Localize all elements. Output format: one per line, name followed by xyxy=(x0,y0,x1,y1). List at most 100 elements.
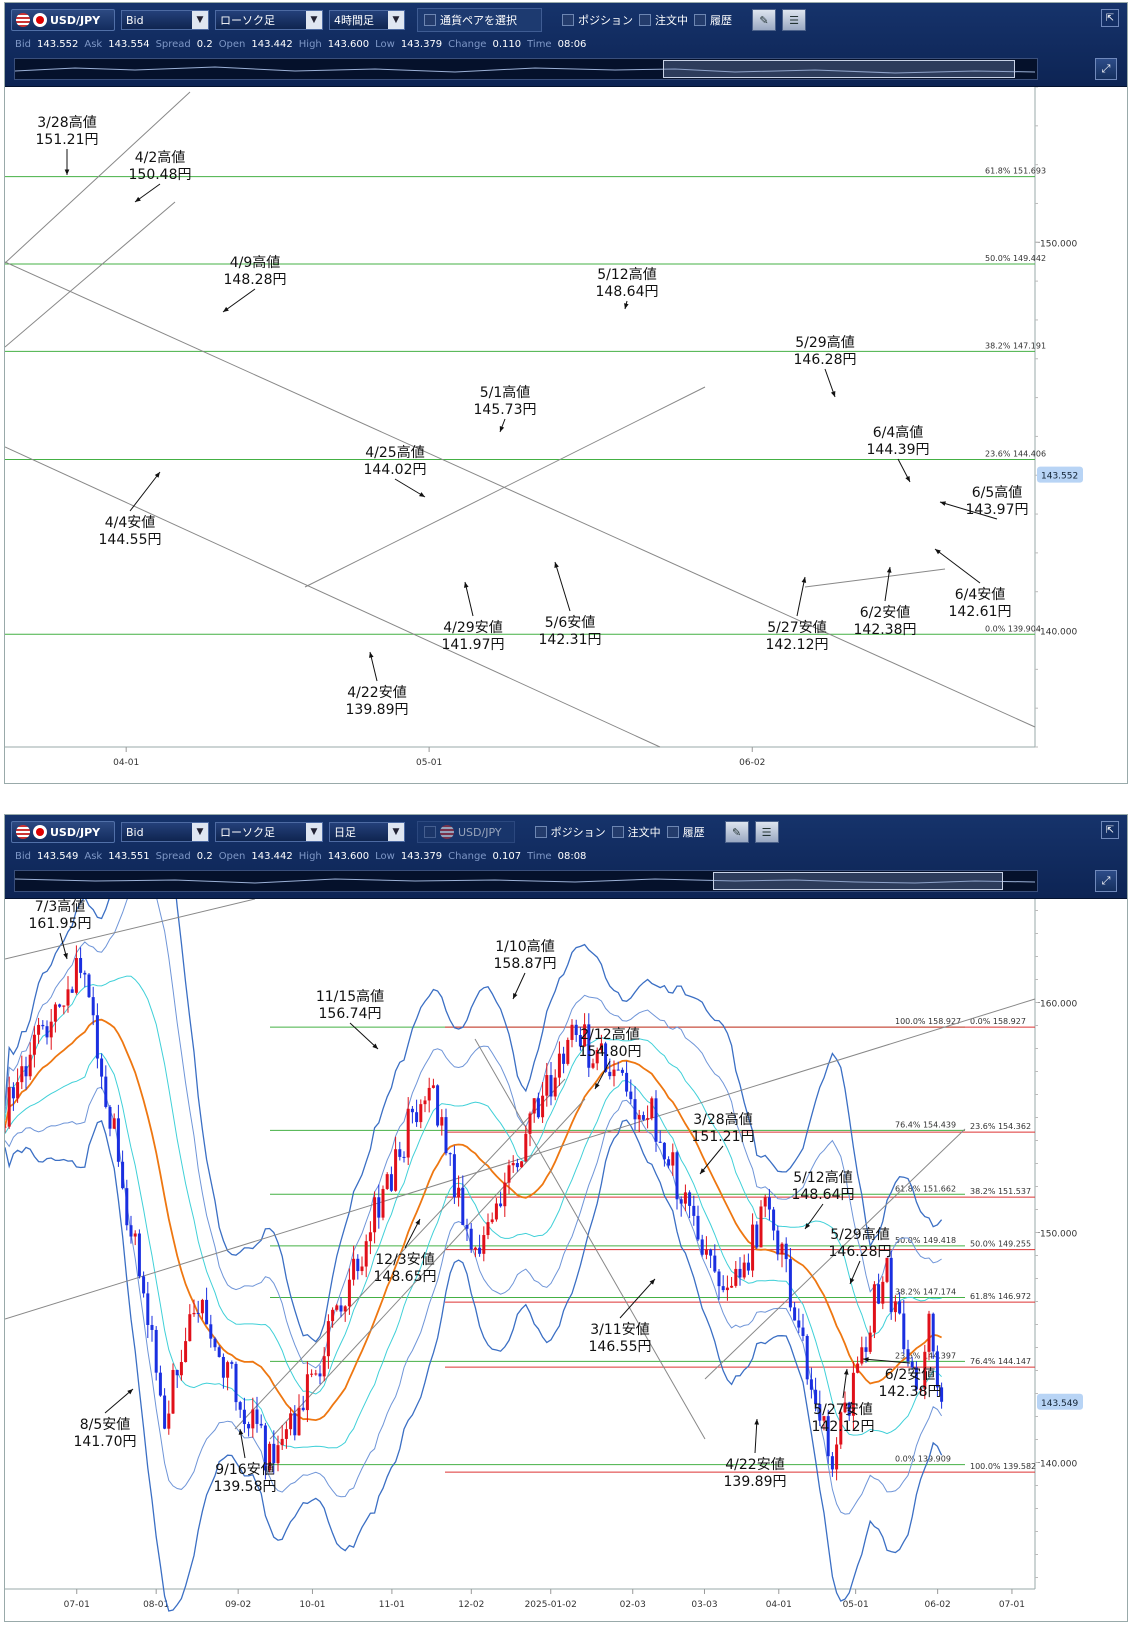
candle-body xyxy=(410,1108,414,1113)
candle-body xyxy=(116,1118,120,1162)
candle-body xyxy=(171,1369,175,1414)
candle-body xyxy=(251,1409,255,1429)
navigator-handle[interactable] xyxy=(663,60,1015,78)
navigator-handle[interactable] xyxy=(713,872,1003,890)
annotation-date: 5/12高値 xyxy=(597,266,656,283)
bollinger-upper-2 xyxy=(5,899,942,1369)
zoom-fit-icon[interactable]: ⤢ xyxy=(1095,870,1117,892)
candle-body xyxy=(591,1063,595,1068)
candle-body xyxy=(66,989,70,1006)
candle-body xyxy=(847,1402,851,1416)
history-checkbox[interactable] xyxy=(666,826,679,838)
candle-body xyxy=(902,1313,906,1350)
annotation-date: 6/4安値 xyxy=(955,587,1006,603)
candle-body xyxy=(423,1100,427,1105)
candle-body xyxy=(45,1026,49,1038)
pair-selector[interactable]: USD/JPY xyxy=(11,9,115,31)
annotation-date: 1/10高値 xyxy=(495,938,554,955)
orders-checkbox[interactable] xyxy=(639,14,651,26)
candle-body xyxy=(562,1053,566,1064)
spread-value: 0.2 xyxy=(196,851,213,862)
candle-body xyxy=(751,1224,755,1271)
candle-body xyxy=(238,1402,242,1410)
annotation-arrowhead xyxy=(154,472,160,478)
candle-body xyxy=(272,1443,276,1464)
collapse-icon[interactable]: ⇱ xyxy=(1101,9,1119,27)
candle-body xyxy=(179,1362,183,1376)
candle-body xyxy=(734,1268,738,1286)
candle-body xyxy=(625,1072,629,1092)
toggle-history[interactable]: 履歴 xyxy=(666,824,705,840)
annotation-arrowhead xyxy=(754,1419,760,1425)
candle-body xyxy=(28,1054,32,1077)
annotation-date: 5/6安値 xyxy=(545,615,596,631)
candle-body xyxy=(221,1356,225,1378)
select-pair-button[interactable]: 通貨ペアを選択 xyxy=(417,8,542,32)
pair-selector[interactable]: USD/JPY xyxy=(11,821,115,843)
candle-body xyxy=(87,974,91,998)
toggle-position[interactable]: ポジション xyxy=(562,12,633,28)
annotation-price: 146.28円 xyxy=(829,1244,892,1260)
annotation-arrowhead xyxy=(499,426,505,432)
candle-body xyxy=(574,1024,578,1036)
candle-body xyxy=(402,1156,406,1158)
candle-body xyxy=(343,1306,347,1312)
candle-body xyxy=(780,1243,784,1255)
orders-checkbox[interactable] xyxy=(611,826,624,838)
price-type-select[interactable]: Bid ▼ xyxy=(121,822,209,842)
select-pair-checkbox[interactable] xyxy=(424,14,436,26)
candle-body xyxy=(230,1362,234,1364)
chart-kind-select[interactable]: ローソク足 ▼ xyxy=(215,10,323,30)
candle-body xyxy=(301,1407,305,1411)
annotation-price: 151.21円 xyxy=(36,132,99,148)
candle-body xyxy=(784,1243,788,1260)
candle-body xyxy=(150,1324,154,1330)
candle-body xyxy=(494,1203,498,1220)
timeframe-select[interactable]: 4時間足 ▼ xyxy=(329,10,405,30)
candle-body xyxy=(536,1098,540,1118)
annotation-price: 154.80円 xyxy=(579,1044,642,1060)
navigator-scrollbar[interactable] xyxy=(14,870,1038,892)
position-checkbox[interactable] xyxy=(534,826,547,838)
price-chart-4h[interactable]: 140.000 150.000 04-01 05-01 06-02 61.8% 151.6… xyxy=(5,87,1127,785)
annotation-date: 4/4安値 xyxy=(105,515,156,531)
select-pair-button[interactable]: USD/JPY xyxy=(417,821,515,843)
history-checkbox[interactable] xyxy=(694,14,706,26)
trend-line xyxy=(5,261,1036,728)
indicator-list-icon[interactable]: ☰ xyxy=(782,9,806,31)
toggle-orders[interactable]: 注文中 xyxy=(639,12,688,28)
candle-body xyxy=(608,1071,612,1077)
annotation-arrow xyxy=(754,1418,758,1454)
annotation-date: 5/12高値 xyxy=(793,1169,852,1186)
candle-body xyxy=(213,1338,217,1348)
candle-body xyxy=(297,1407,301,1436)
chart-kind-value: ローソク足 xyxy=(220,14,275,27)
zoom-fit-icon[interactable]: ⤢ xyxy=(1095,58,1117,80)
toggle-position[interactable]: ポジション xyxy=(534,824,606,840)
position-checkbox[interactable] xyxy=(562,14,574,26)
candle-body xyxy=(289,1413,293,1430)
toggle-orders[interactable]: 注文中 xyxy=(611,824,661,840)
annotation-date: 4/25高値 xyxy=(365,444,424,461)
candle-body xyxy=(129,1225,133,1237)
collapse-icon[interactable]: ⇱ xyxy=(1101,821,1119,839)
annotation-price: 144.39円 xyxy=(867,442,930,458)
select-pair-checkbox[interactable] xyxy=(424,826,436,838)
chart-kind-select[interactable]: ローソク足 ▼ xyxy=(215,822,323,842)
timeframe-select[interactable]: 日足 ▼ xyxy=(329,822,405,842)
candle-body xyxy=(843,1402,847,1413)
toggle-history[interactable]: 履歴 xyxy=(694,12,732,28)
price-chart-daily[interactable]: 140.000 150.000 160.000 07-01 08-01 09-02 10-0… xyxy=(5,899,1127,1623)
fib-level-label: 61.8% 151.662 xyxy=(895,1184,956,1193)
fib-level-label: 38.2% 147.191 xyxy=(985,341,1046,350)
candle-body xyxy=(242,1409,246,1425)
candle-body xyxy=(394,1149,398,1191)
candle-body xyxy=(436,1085,440,1126)
drawing-tools-icon[interactable]: ✎ xyxy=(752,9,776,31)
toggle-orders-label: 注文中 xyxy=(627,826,661,839)
navigator-scrollbar[interactable] xyxy=(14,58,1038,80)
indicator-list-icon[interactable]: ☰ xyxy=(754,821,779,843)
drawing-tools-icon[interactable]: ✎ xyxy=(724,821,749,843)
price-type-select[interactable]: Bid ▼ xyxy=(121,10,209,30)
bid-value: 143.552 xyxy=(37,39,79,50)
